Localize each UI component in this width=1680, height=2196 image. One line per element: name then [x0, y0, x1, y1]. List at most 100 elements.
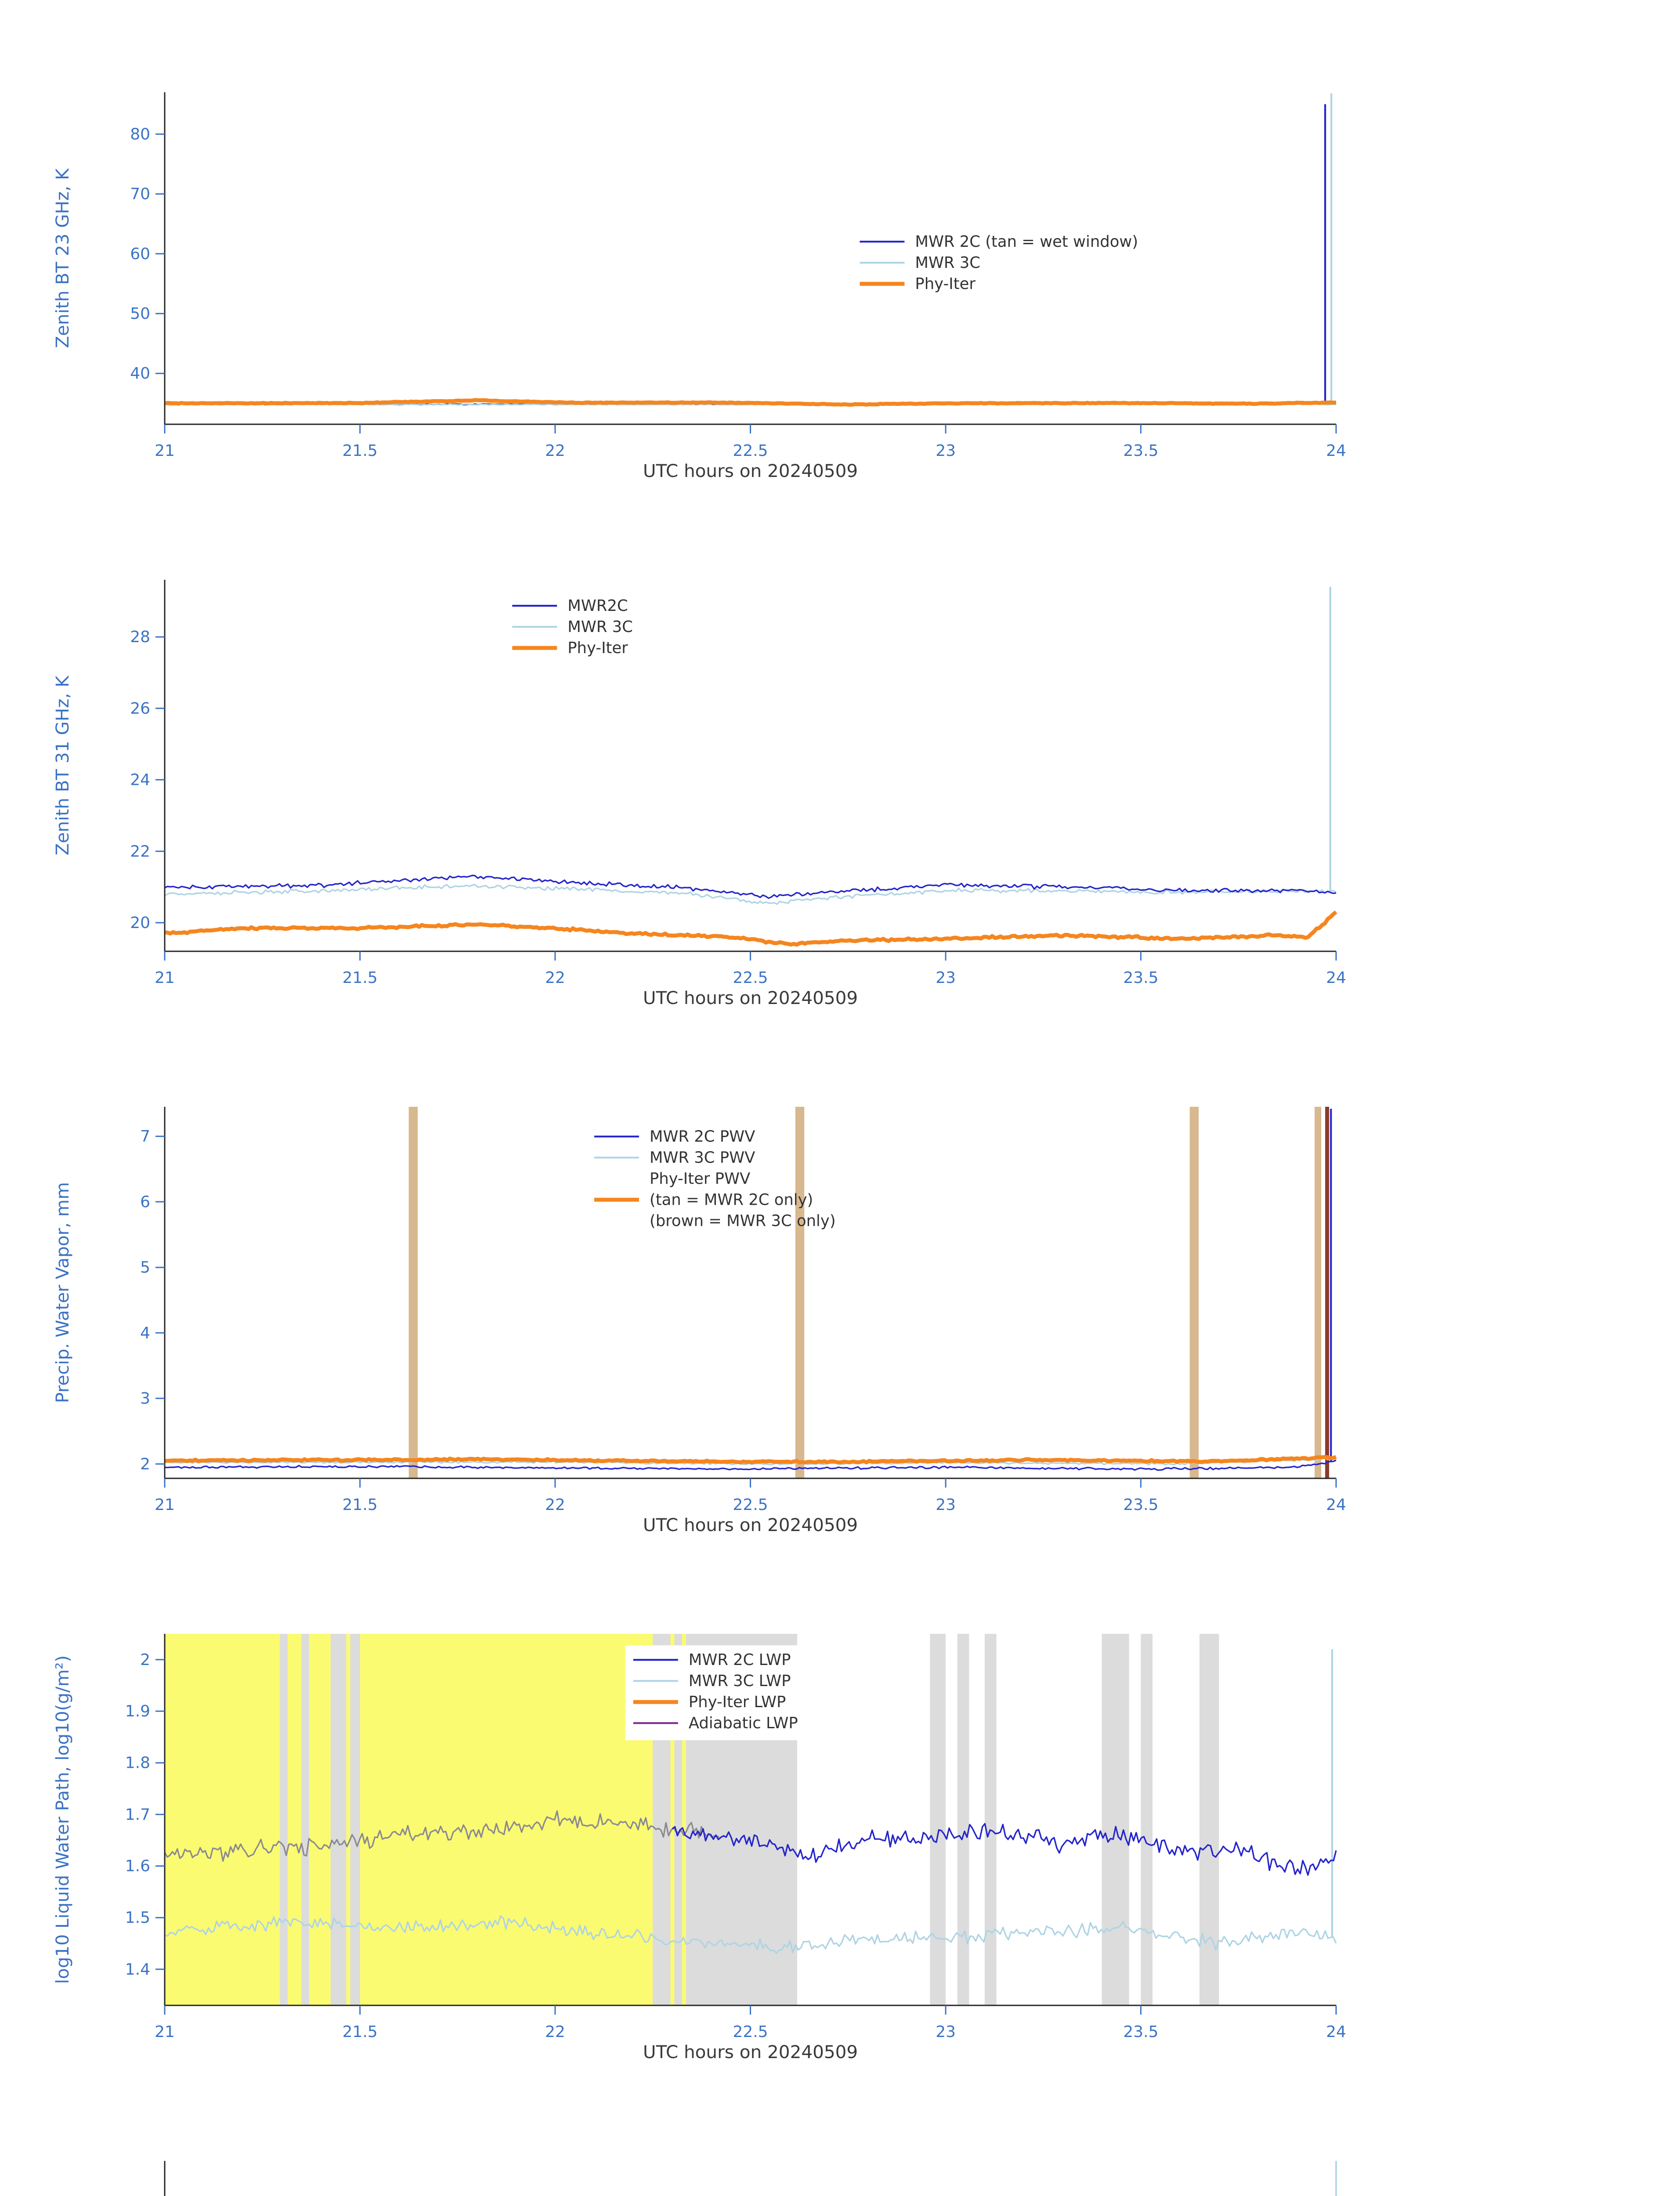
legend-label-mwr-3c-pwv: MWR 3C PWV	[650, 1149, 755, 1167]
x-tick-label: 22.5	[733, 969, 768, 987]
x-tick-label: 22	[545, 969, 565, 987]
yellow-band	[165, 1634, 653, 2005]
x-tick-label: 21	[155, 2023, 175, 2041]
gray-band	[957, 1634, 969, 2005]
legend-label-mwr-3c: MWR 3C	[915, 254, 980, 272]
axes: 21 21.5 22 22.5 23 23.5 24 20 22 24 26 28 UTC hours …	[52, 580, 1346, 1008]
y-tick-label: 24	[130, 771, 150, 789]
y-tick-label: 20	[130, 914, 150, 932]
tan-band	[1189, 1107, 1199, 1478]
chart-panel-bt31: 21 21.5 22 22.5 23 23.5 24 20 22 24 26 28 UTC hours …	[0, 527, 1680, 1054]
y-tick-label: 4	[140, 1324, 150, 1342]
x-tick-label: 24	[1326, 1496, 1346, 1514]
axes: 21 21.5 22 22.5 23 23.5 24 40 50 60 70 80 UTC hours …	[52, 92, 1346, 481]
y-tick-label: 60	[130, 245, 150, 263]
y-tick-label: 40	[130, 365, 150, 383]
y-tick-label: 1.6	[125, 1857, 150, 1875]
tan-band	[408, 1107, 418, 1478]
series-phy-iter	[164, 910, 1337, 947]
y-tick-label: 50	[130, 305, 150, 323]
chart-panel-bt23: 21 21.5 22 22.5 23 23.5 24 40 50 60 70 80 UTC hours …	[0, 0, 1680, 527]
x-axis-label: UTC hours on 20240509	[643, 987, 858, 1008]
gray-band	[350, 1634, 360, 2005]
y-tick-label: 1.4	[125, 1961, 150, 1979]
y-tick-label: 26	[130, 700, 150, 718]
x-tick-label: 22.5	[733, 442, 768, 460]
y-axis-label: log10 Liquid Water Path, log10(g/m²)	[52, 1655, 73, 1984]
y-tick-label: 2	[140, 1455, 150, 1473]
x-tick-label: 22	[545, 1496, 565, 1514]
x-tick-label: 23	[936, 1496, 956, 1514]
legend: MWR 2C LWP MWR 3C LWP Phy-Iter LWP Adiabati…	[625, 1645, 802, 1741]
y-tick-label: 6	[140, 1193, 150, 1211]
x-tick-label: 24	[1326, 2023, 1346, 2041]
x-tick-label: 21.5	[343, 442, 378, 460]
gray-band	[984, 1634, 997, 2005]
y-axis-label: Precip. Water Vapor, mm	[52, 1182, 73, 1403]
x-tick-label: 23	[936, 442, 956, 460]
yellow-band	[682, 1634, 686, 2005]
gray-band	[330, 1634, 347, 2005]
x-tick-label: 23.5	[1123, 969, 1158, 987]
legend-label-tan-mwr-2c-only: (tan = MWR 2C only)	[650, 1191, 813, 1209]
series-phy-iter	[164, 398, 1337, 407]
legend-label-phy-iter-pwv: Phy-Iter PWV	[650, 1170, 750, 1188]
legend-label-phy-iter-lwp: Phy-Iter LWP	[689, 1693, 786, 1711]
gray-band	[1199, 1634, 1219, 2005]
y-axis-label: Zenith BT 31 GHz, K	[52, 675, 73, 856]
legend-label-brown-mwr-3c-only: (brown = MWR 3C only)	[650, 1212, 836, 1230]
gray-band	[1102, 1634, 1129, 2005]
x-tick-label: 23.5	[1123, 442, 1158, 460]
legend-label-mwr-3c: MWR 3C	[567, 618, 633, 636]
legend-label-mwr-2c-tan-wet-window: MWR 2C (tan = wet window)	[915, 233, 1138, 251]
legend-label-mwr2c: MWR2C	[567, 597, 628, 615]
x-tick-label: 23	[936, 969, 956, 987]
y-tick-label: 7	[140, 1127, 150, 1145]
x-axis-label: UTC hours on 20240509	[643, 1514, 858, 1535]
legend: MWR2C MWR 3C Phy-Iter	[512, 597, 633, 657]
y-axis-label: Zenith BT 23 GHz, K	[52, 168, 73, 348]
legend-label-adiabatic-lwp: Adiabatic LWP	[689, 1714, 798, 1732]
legend-label-phy-iter: Phy-Iter	[567, 639, 628, 657]
legend-label-phy-iter: Phy-Iter	[915, 275, 975, 293]
gray-band	[1141, 1634, 1153, 2005]
x-tick-label: 21.5	[343, 2023, 378, 2041]
x-tick-label: 23	[936, 2023, 956, 2041]
y-tick-label: 3	[140, 1390, 150, 1408]
series-adiabatic-lwp	[164, 1810, 720, 1862]
x-axis-label: UTC hours on 20240509	[643, 2041, 858, 2062]
x-tick-label: 23.5	[1123, 1496, 1158, 1514]
legend: MWR 2C PWV MWR 3C PWV Phy-Iter PWV (tan = M…	[594, 1128, 836, 1230]
y-tick-label: 80	[130, 125, 150, 143]
y-tick-label: 5	[140, 1259, 150, 1277]
x-tick-label: 22	[545, 442, 565, 460]
bt31-chart: 21 21.5 22 22.5 23 23.5 24 20 22 24 26 28 UTC hours …	[52, 580, 1346, 1008]
x-tick-label: 21.5	[343, 969, 378, 987]
legend-background	[625, 1645, 802, 1741]
gray-band	[930, 1634, 946, 2005]
y-tick-label: 1.5	[125, 1909, 150, 1927]
tan-band	[795, 1107, 805, 1478]
y-tick-label: 70	[130, 185, 150, 203]
gray-band	[301, 1634, 309, 2005]
x-tick-label: 24	[1326, 442, 1346, 460]
legend-label-mwr-2c-pwv: MWR 2C PWV	[650, 1128, 755, 1146]
x-tick-label: 22.5	[733, 2023, 768, 2041]
chart-panel-lwp: 21 21.5 22 22.5 23 23.5 24 1.4 1.5 1.6 1.7 1.8 1.9 2 U…	[0, 1581, 1680, 2108]
x-tick-label: 21	[155, 969, 175, 987]
series-mwr-2c-pwv	[164, 1459, 1337, 1471]
series-mwr-3c	[164, 884, 1337, 905]
y-tick-label: 2	[140, 1651, 150, 1669]
y-tick-label: 22	[130, 842, 150, 860]
x-tick-label: 21	[155, 442, 175, 460]
x-tick-label: 21	[155, 1496, 175, 1514]
axes: 21 21.5 22 22.5 23 23.5 24 1.4 1.5 1.6 1.7 1.8 1.9 2 U…	[52, 1634, 1346, 2062]
x-tick-label: 24	[1326, 969, 1346, 987]
legend-label-mwr-3c-lwp: MWR 3C LWP	[689, 1672, 791, 1690]
